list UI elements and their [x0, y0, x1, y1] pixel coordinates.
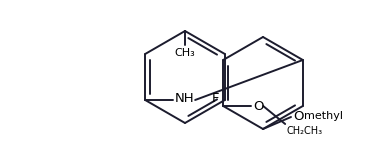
- Text: O: O: [293, 111, 303, 123]
- Text: O: O: [253, 99, 264, 112]
- Text: NH: NH: [175, 93, 195, 105]
- Text: CH₂CH₃: CH₂CH₃: [286, 126, 322, 136]
- Text: CH₃: CH₃: [175, 48, 195, 58]
- Text: methyl: methyl: [304, 111, 343, 121]
- Text: F: F: [211, 92, 219, 105]
